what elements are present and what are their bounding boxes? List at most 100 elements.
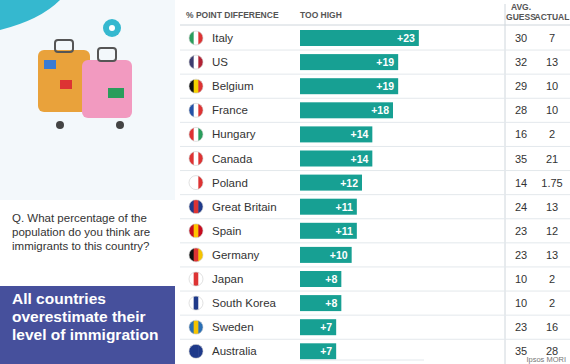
sticker [44,60,56,69]
actual-value: 2 [549,128,555,140]
bar [300,78,398,94]
avg-guess-value: 28 [515,104,527,116]
flag [189,224,204,238]
flag-stripe [194,127,199,141]
flag-outline [189,320,203,334]
category-label: Japan [212,273,243,285]
bar [300,54,398,70]
flag-outline [189,103,203,117]
actual-value: 16 [546,321,558,333]
data-label: +23 [397,32,415,44]
avg-guess-value: 35 [515,153,527,165]
flag-stripe [194,55,199,69]
category-label: Germany [212,249,260,261]
data-label: +10 [330,249,348,261]
data-label: +12 [340,177,358,189]
category-label: Sweden [212,321,254,333]
data-label: +11 [336,201,353,213]
bar [300,199,357,215]
avg-guess-value: 23 [515,249,527,261]
flag [189,127,204,141]
left-panel [0,0,175,364]
data-label: +14 [351,128,369,140]
row-rule [180,170,570,171]
headline-box [0,286,175,364]
question-box [0,200,175,290]
data-label: +19 [376,80,394,92]
bar [300,30,419,46]
category-label: France [212,104,248,116]
actual-value: 12 [546,225,558,237]
actual-value: 2 [549,273,555,285]
data-labels: +23+19+19+18+14+14+12+11+11+10+8+8+7+7 [320,32,415,357]
row-rule [180,50,570,51]
suitcase-handle [55,40,73,52]
flag-outline [189,248,203,262]
row-rule [180,315,570,316]
data-label: +14 [351,153,369,165]
avg-guess-value: 32 [515,56,527,68]
row-rule [180,242,570,243]
flag-stripe [189,224,194,238]
flag [189,31,204,45]
flag-stripe [189,272,194,286]
avg-guess-value: 23 [515,225,527,237]
category-header: % POINT DIFFERENCE [186,10,279,20]
category-label: Poland [212,177,248,189]
actual-value: 7 [549,32,555,44]
bar [300,319,336,335]
value-axis [300,360,424,361]
row-rule [180,74,570,75]
row-rule [180,339,570,340]
flag-stripe [189,320,194,334]
actual-value: 2 [549,297,555,309]
avg-guess-value: 16 [515,128,527,140]
category-label: Spain [212,225,241,237]
flag [189,272,204,286]
category-label: Great Britain [212,201,277,213]
chart: Q. What percentage of thepopulation do y… [0,0,570,364]
flag [189,176,204,190]
data-label: +7 [320,321,332,333]
actual-header: ACTUAL [535,12,570,22]
data-label: +18 [371,104,389,116]
question: Q. What percentage of thepopulation do y… [12,212,150,252]
flag-outline [189,152,203,166]
flag-stripe [194,152,199,166]
flag-stripe [189,127,194,141]
header-rule [180,25,570,26]
actual-value: 13 [546,249,558,261]
row-rule [180,98,570,99]
flag-stripe [189,176,194,190]
flag-outline [189,127,203,141]
flag-outline [189,200,203,214]
flag [189,55,204,69]
source: Ipsos MORI [526,355,566,364]
flag-stripe [189,152,194,166]
category-label: Belgium [212,80,254,92]
avg-guess-value: 14 [515,177,527,189]
suitcase [82,60,132,118]
flag-stripe [194,31,199,45]
suitcase-illustration [38,19,132,129]
bar [300,271,341,287]
avg-guess-value: 29 [515,80,527,92]
value-header: TOO HIGH [300,10,342,20]
flag-stripe [194,320,199,334]
flag-stripe [194,200,199,214]
location-pin [103,19,121,37]
flag-stripe [189,31,194,45]
flag-stripe [194,272,199,286]
flag [189,200,204,214]
flag [189,152,204,166]
flag-stripe [194,344,199,358]
data-label: +11 [336,225,353,237]
flag [189,320,204,334]
wheel [56,121,64,129]
row-rule [180,122,570,123]
column-divider [505,4,506,364]
bar [300,223,357,239]
avg-guess-value: 23 [515,321,527,333]
flag [189,296,204,310]
flag-stripe [194,176,199,190]
